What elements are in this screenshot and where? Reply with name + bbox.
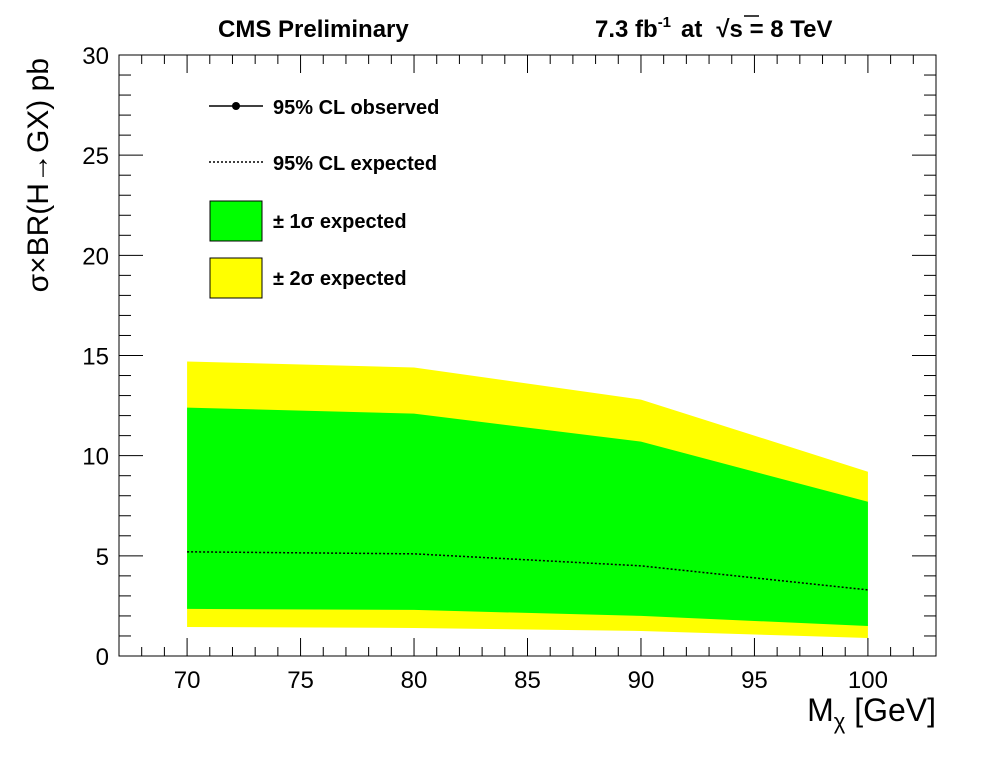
x-tick-label: 95	[741, 667, 768, 694]
legend-2sigma-swatch	[209, 257, 263, 299]
y-tick-label: 25	[82, 143, 109, 170]
band-1sigma	[187, 407, 868, 626]
axis-ticks	[118, 54, 937, 657]
legend-label-2sigma: ± 2σ expected	[273, 268, 407, 290]
x-tick-labels: 70 75 80 85 90 95 100	[174, 667, 888, 694]
expected-limit-line	[187, 551, 868, 591]
x-axis-label-main: M	[807, 692, 834, 728]
y-tick-labels: 0 5 10 15 20 25 30	[82, 43, 109, 671]
x-tick-label: 100	[848, 667, 888, 694]
x-axis-label: Mχ [GeV]	[807, 692, 936, 734]
legend-item-2sigma: ± 2σ expected	[209, 257, 407, 299]
lumi-exponent: -1	[658, 14, 671, 31]
y-axis-label: σ×BR(H→GX) pb	[22, 58, 55, 292]
legend-1sigma-swatch	[209, 200, 263, 242]
y-tick-label: 0	[96, 644, 109, 671]
x-tick-label: 80	[401, 667, 428, 694]
sqrt-symbol: √	[716, 16, 730, 43]
legend-item-1sigma: ± 1σ expected	[209, 200, 407, 242]
legend-observed-marker-icon	[232, 102, 240, 110]
legend-item-observed: 95% CL observed	[209, 97, 439, 119]
legend-label-1sigma: ± 1σ expected	[273, 211, 407, 233]
lumi-text: 7.3 fb	[595, 16, 658, 43]
y-tick-label: 10	[82, 444, 109, 471]
chart-header-left: CMS Preliminary	[218, 16, 409, 43]
x-tick-label: 75	[287, 667, 314, 694]
at-text: at	[681, 16, 702, 43]
x-axis-label-unit: [GeV]	[845, 692, 936, 728]
legend-label-observed: 95% CL observed	[273, 97, 439, 119]
legend-item-expected: 95% CL expected	[209, 153, 437, 175]
x-axis-label-sub: χ	[834, 709, 846, 734]
y-tick-label: 30	[82, 43, 109, 70]
x-tick-label: 85	[514, 667, 541, 694]
y-tick-label: 5	[96, 544, 109, 571]
x-tick-label: 90	[628, 667, 655, 694]
legend: 95% CL observed 95% CL expected ± 1σ exp…	[209, 97, 439, 299]
chart-header-right: 7.3 fb-1 at √s = 8 TeV	[595, 14, 833, 43]
x-tick-label: 70	[174, 667, 201, 694]
y-tick-label: 15	[82, 344, 109, 371]
y-tick-label: 20	[82, 243, 109, 270]
energy-text: s = 8 TeV	[730, 16, 833, 43]
legend-label-expected: 95% CL expected	[273, 153, 437, 175]
